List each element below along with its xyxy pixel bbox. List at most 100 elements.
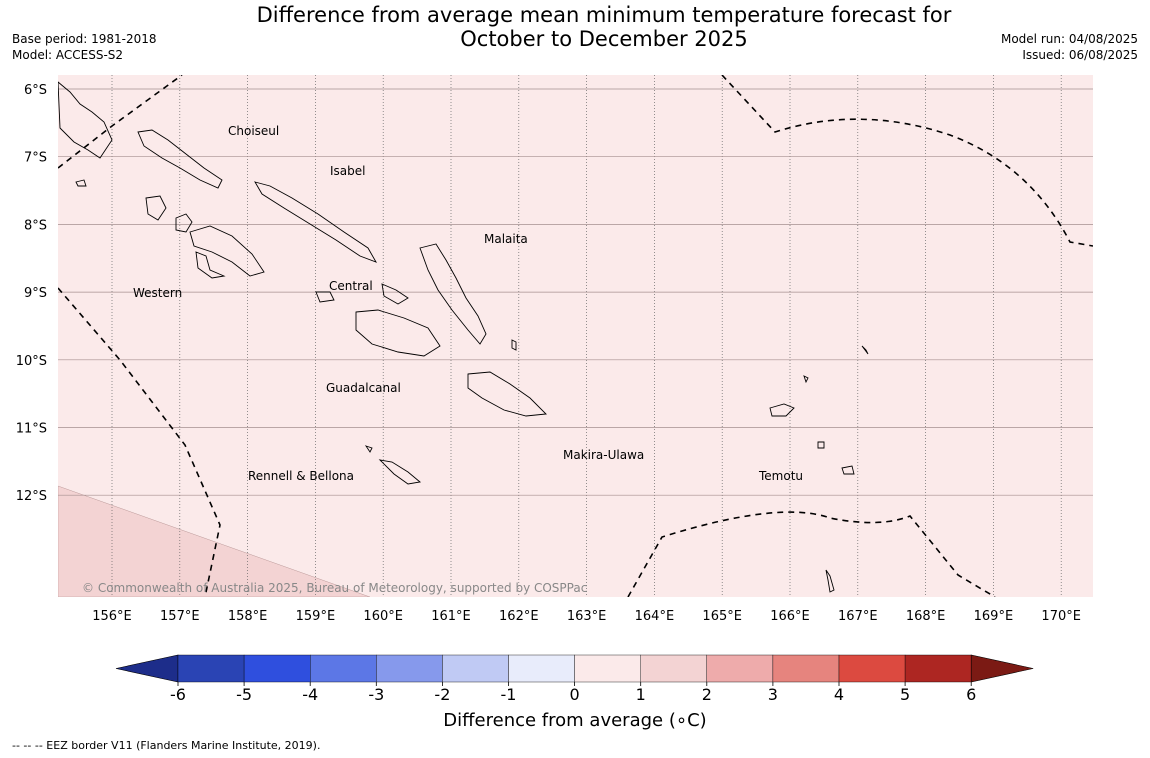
longitude-label: 160°E	[363, 609, 403, 624]
latitude-label: 6°S	[24, 83, 47, 98]
eez-border-west	[58, 287, 221, 597]
latitude-label: 11°S	[16, 422, 47, 437]
colorbar-bin	[772, 654, 840, 683]
island-guadalcanal	[355, 309, 441, 357]
longitude-label: 165°E	[702, 609, 742, 624]
label-western: Western	[133, 286, 182, 300]
longitude-label: 161°E	[431, 609, 471, 624]
island-malaita	[419, 243, 487, 345]
label-isabel: Isabel	[330, 164, 365, 178]
island-santa-isabel	[254, 181, 378, 263]
meta-left: Base period: 1981-2018 Model: ACCESS-S2	[12, 31, 157, 63]
model-run: Model run: 04/08/2025	[1000, 32, 1138, 46]
island-utupua	[817, 441, 825, 449]
colorbar-tick-label: -1	[501, 685, 517, 704]
longitude-label: 169°E	[974, 609, 1014, 624]
colorbar-tick-label: 2	[702, 685, 712, 704]
longitude-label: 159°E	[296, 609, 336, 624]
longitude-label: 157°E	[160, 609, 200, 624]
title-line-2: October to December 2025	[460, 27, 748, 51]
map-background	[58, 75, 1093, 597]
island-rendova	[195, 251, 226, 279]
island-makira	[467, 371, 547, 417]
colorbar-bin	[376, 654, 443, 683]
colorbar-bin	[904, 654, 972, 683]
map-title: Difference from average mean minimum tem…	[0, 3, 1150, 51]
title-line-1: Difference from average mean minimum tem…	[256, 3, 952, 27]
latitude-label: 12°S	[16, 489, 47, 504]
eez-border-south	[627, 511, 996, 597]
colorbar-tick-label: 1	[636, 685, 646, 704]
island-rennell	[378, 459, 422, 485]
eez-footnote: -- -- -- EEZ border V11 (Flanders Marine…	[12, 739, 321, 752]
colorbar-tick-label: -3	[368, 685, 384, 704]
label-malaita: Malaita	[484, 232, 528, 246]
colorbar-tick-label: 0	[570, 685, 580, 704]
island-vella-lavella	[145, 195, 167, 221]
colorbar-bin	[310, 654, 377, 683]
colorbar-label: Difference from average (∘C)	[443, 710, 707, 731]
warmer-anomaly-patch	[58, 485, 371, 597]
label-temotu: Temotu	[758, 469, 803, 483]
island-tikopia	[825, 569, 835, 593]
base-period: Base period: 1981-2018	[12, 32, 157, 46]
label-choiseul: Choiseul	[228, 124, 279, 138]
longitude-label: 168°E	[906, 609, 946, 624]
latitude-label: 7°S	[24, 151, 47, 166]
island-kolombangara	[175, 213, 193, 233]
colorbar-extend-low	[115, 654, 179, 683]
colorbar-tick-label: 3	[768, 685, 778, 704]
island-reef	[803, 375, 809, 384]
colorbar-bin	[442, 654, 509, 683]
island-florida	[381, 283, 409, 305]
colorbar-tick-label: -5	[236, 685, 252, 704]
island-duff	[861, 345, 869, 355]
colorbar-bin	[640, 654, 708, 683]
colorbar-bin	[177, 654, 245, 683]
latitude-label: 9°S	[24, 286, 47, 301]
colorbar-bin	[243, 654, 311, 683]
colorbar-bin	[706, 654, 774, 683]
longitude-label: 167°E	[838, 609, 878, 624]
label-central: Central	[329, 279, 373, 293]
colorbar-tick-label: -6	[170, 685, 186, 704]
eez-border-north	[58, 75, 183, 169]
colorbar-tick-label: -4	[302, 685, 318, 704]
island-bougainville	[58, 81, 113, 159]
issued-date: Issued: 06/08/2025	[1022, 48, 1138, 62]
island-russell	[315, 291, 335, 303]
label-rennell-bellona: Rennell & Bellona	[248, 469, 354, 483]
island-new-georgia	[189, 225, 265, 277]
colorbar-tick-label: 4	[834, 685, 844, 704]
eez-border-east	[721, 75, 1093, 247]
island-bellona	[364, 445, 373, 453]
model-name: Model: ACCESS-S2	[12, 48, 124, 62]
latitude-label: 8°S	[24, 218, 47, 233]
island-ulawa	[511, 339, 517, 351]
longitude-label: 164°E	[635, 609, 675, 624]
island-vanikoro	[841, 465, 855, 475]
colorbar-tick-label: -2	[434, 685, 450, 704]
colorbar-extend-high	[970, 654, 1034, 683]
latitude-labels: 6°S 7°S 8°S 9°S 10°S 11°S 12°S	[16, 83, 47, 504]
copyright-notice: © Commonwealth of Australia 2025, Bureau…	[82, 581, 587, 595]
colorbar-tick-label: 6	[966, 685, 976, 704]
colorbar-bin	[508, 654, 575, 683]
longitude-label: 163°E	[567, 609, 607, 624]
longitude-label: 158°E	[228, 609, 268, 624]
eez-borders	[58, 75, 1093, 597]
coastlines	[58, 81, 869, 593]
latitude-label: 10°S	[16, 354, 47, 369]
longitude-label: 162°E	[499, 609, 539, 624]
longitude-label: 170°E	[1041, 609, 1081, 624]
label-guadalcanal: Guadalcanal	[326, 381, 401, 395]
meta-right: Model run: 04/08/2025 Issued: 06/08/2025	[1001, 31, 1138, 63]
longitude-label: 156°E	[92, 609, 132, 624]
colorbar-tick-label: 5	[900, 685, 910, 704]
longitude-labels: 156°E 157°E 158°E 159°E 160°E 161°E 162°E 163°E…	[92, 609, 1081, 624]
island-ndeni	[769, 403, 795, 417]
region-labels: Choiseul Isabel Malaita Western Central …	[133, 124, 803, 483]
longitude-label: 166°E	[770, 609, 810, 624]
colorbar-bin	[838, 654, 906, 683]
label-makira-ulawa: Makira-Ulawa	[563, 448, 644, 462]
